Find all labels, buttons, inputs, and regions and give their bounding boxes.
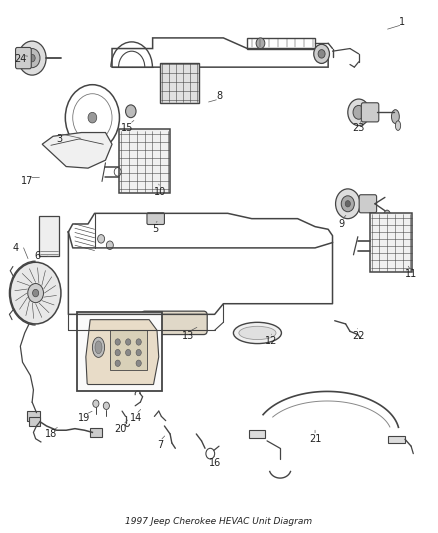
Ellipse shape (92, 337, 105, 358)
Text: 21: 21 (309, 434, 321, 445)
Circle shape (106, 241, 113, 249)
Bar (39, 216, 59, 256)
Polygon shape (86, 320, 159, 384)
Ellipse shape (233, 322, 282, 344)
Text: 12: 12 (265, 336, 278, 346)
Circle shape (103, 402, 110, 409)
Circle shape (11, 262, 61, 324)
Circle shape (115, 350, 120, 356)
Circle shape (318, 50, 325, 58)
Circle shape (24, 49, 40, 68)
Text: 24: 24 (14, 54, 27, 64)
Text: 3: 3 (57, 134, 63, 144)
Text: 20: 20 (115, 424, 127, 434)
Text: 11: 11 (405, 270, 417, 279)
Ellipse shape (392, 110, 399, 124)
Circle shape (126, 350, 131, 356)
Text: 23: 23 (353, 123, 365, 133)
Circle shape (348, 99, 370, 126)
FancyBboxPatch shape (361, 103, 379, 122)
Ellipse shape (396, 121, 401, 131)
Bar (160, 63, 199, 103)
Bar (110, 330, 147, 370)
Circle shape (314, 44, 329, 63)
Ellipse shape (239, 326, 276, 340)
Bar (27, 411, 40, 421)
Ellipse shape (389, 221, 393, 229)
Circle shape (28, 284, 43, 303)
Text: 16: 16 (208, 458, 221, 468)
Circle shape (32, 289, 39, 297)
Circle shape (256, 38, 265, 49)
Text: 22: 22 (353, 330, 365, 341)
Circle shape (29, 54, 35, 62)
FancyBboxPatch shape (147, 213, 164, 224)
Circle shape (18, 41, 46, 75)
Bar (389, 435, 405, 443)
Bar (249, 430, 265, 438)
Bar (29, 417, 40, 426)
Text: 19: 19 (78, 413, 90, 423)
Bar (90, 428, 102, 437)
Ellipse shape (95, 341, 102, 354)
Circle shape (136, 360, 141, 367)
Text: 4: 4 (13, 243, 19, 253)
Circle shape (115, 339, 120, 345)
Ellipse shape (384, 210, 391, 222)
Text: 7: 7 (157, 440, 163, 450)
Circle shape (336, 189, 360, 219)
Text: 5: 5 (152, 224, 159, 235)
Circle shape (88, 112, 97, 123)
Circle shape (115, 360, 120, 367)
Circle shape (345, 200, 350, 207)
Text: 8: 8 (216, 91, 222, 101)
Bar (119, 130, 170, 193)
Text: 15: 15 (121, 123, 134, 133)
Text: 17: 17 (21, 176, 33, 187)
Text: 14: 14 (130, 413, 142, 423)
Circle shape (136, 339, 141, 345)
Circle shape (136, 350, 141, 356)
FancyBboxPatch shape (141, 311, 207, 335)
FancyBboxPatch shape (15, 47, 31, 69)
Bar (370, 213, 413, 272)
Circle shape (126, 105, 136, 118)
Circle shape (353, 106, 364, 119)
Text: 9: 9 (338, 219, 344, 229)
Text: 18: 18 (45, 429, 57, 439)
Text: 1997 Jeep Cherokee HEVAC Unit Diagram: 1997 Jeep Cherokee HEVAC Unit Diagram (125, 517, 313, 526)
FancyBboxPatch shape (359, 195, 377, 213)
Text: 10: 10 (154, 187, 166, 197)
Circle shape (93, 400, 99, 407)
Text: 13: 13 (182, 330, 194, 341)
Text: 6: 6 (35, 251, 41, 261)
Bar (77, 312, 162, 391)
Text: 1: 1 (399, 17, 406, 27)
Circle shape (98, 235, 105, 243)
Polygon shape (42, 133, 112, 168)
Circle shape (126, 339, 131, 345)
Circle shape (341, 196, 354, 212)
